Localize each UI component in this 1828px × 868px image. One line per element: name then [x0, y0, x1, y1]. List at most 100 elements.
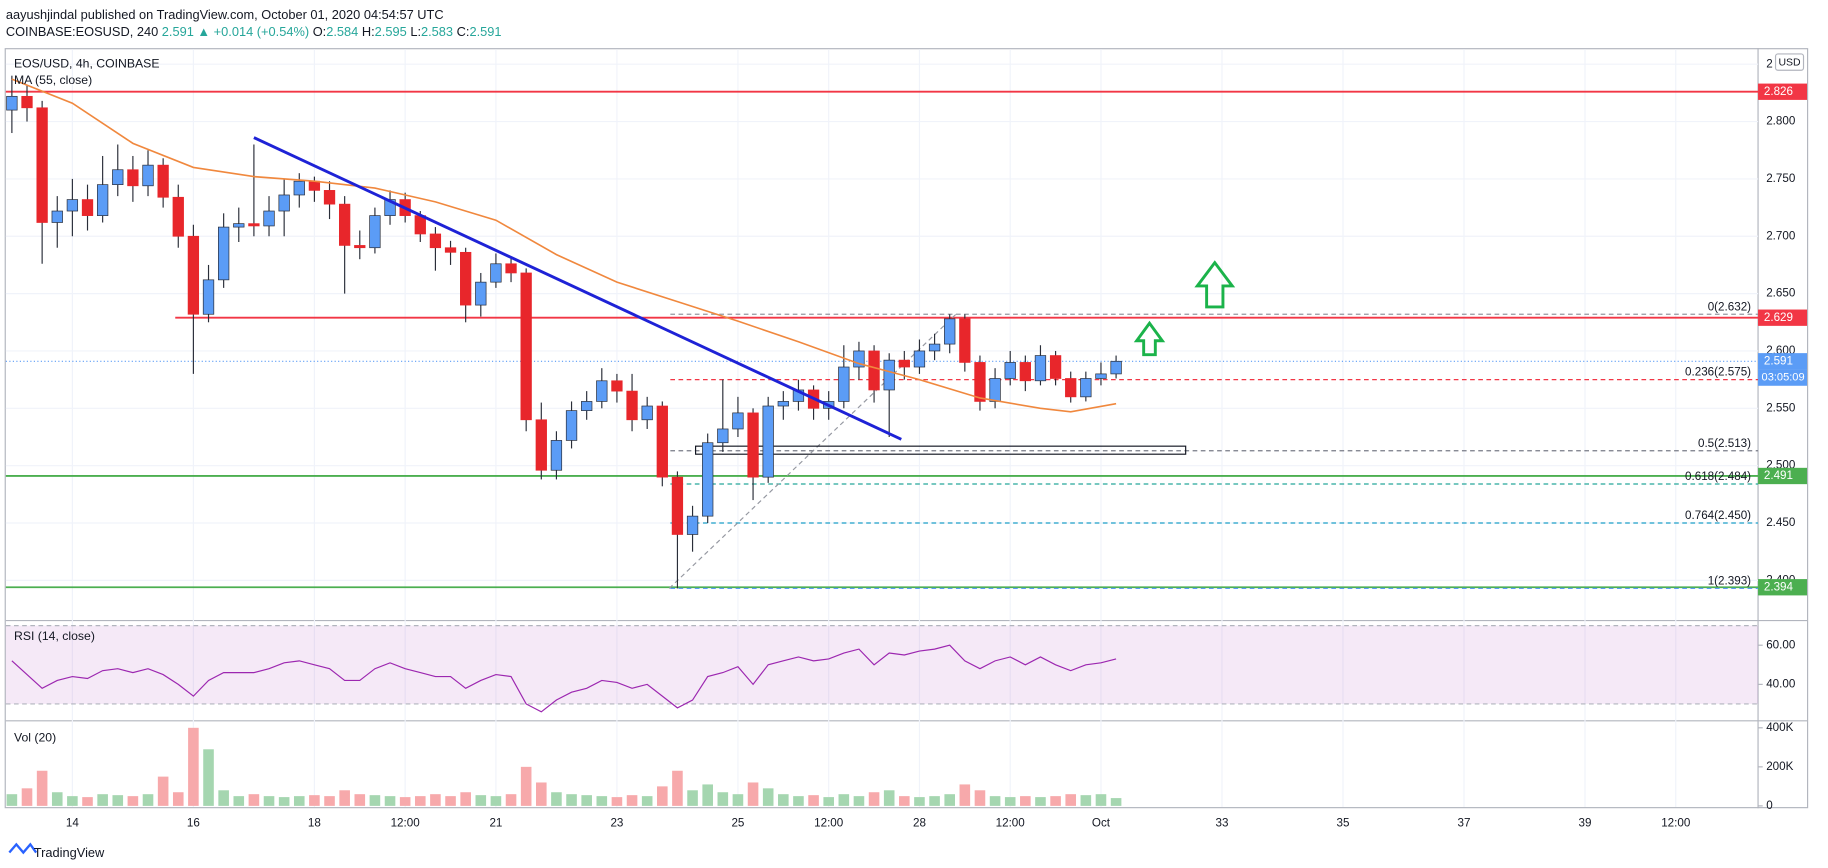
volume-bar [6, 794, 18, 806]
symbol: COINBASE:EOSUSD, 240 [6, 24, 158, 39]
candle-body [172, 196, 184, 237]
volume-bar [1110, 798, 1122, 806]
y-tick-label: 2.750 [1766, 172, 1796, 185]
volume-bar [51, 792, 63, 806]
y-tick-label: 2.800 [1766, 115, 1796, 128]
volume-bar [566, 794, 577, 806]
volume-bar [1095, 794, 1107, 806]
price-tag [1758, 83, 1808, 100]
volume-bar [687, 790, 698, 806]
symbol-line: COINBASE:EOSUSD, 240 2.591 ▲ +0.014 (+0.… [6, 24, 502, 39]
background [0, 3, 1828, 865]
volume-bar [1004, 797, 1016, 806]
volume-bar [97, 794, 108, 806]
price-tag-label: 2.591 [1764, 354, 1793, 367]
candle-body [202, 279, 215, 315]
candle-body [263, 210, 275, 227]
arrow-up [1133, 320, 1166, 357]
ma-legend: MA (55, close) [14, 73, 92, 87]
volume-bar [778, 794, 789, 806]
x-tick-label: 16 [187, 816, 200, 829]
volume-bar [127, 796, 139, 806]
volume-bar [914, 797, 925, 806]
volume-bar [929, 796, 940, 806]
candle-body [611, 380, 623, 392]
volume-bar [399, 797, 411, 806]
volume-bar [596, 796, 608, 806]
candle-body [838, 366, 850, 402]
last: 2.591 [162, 24, 194, 39]
candle-body [66, 199, 79, 212]
candle-body [928, 343, 941, 352]
volume-bar [21, 788, 33, 806]
candle-body [641, 405, 653, 421]
volume-bar [263, 796, 275, 806]
volume-bar [717, 792, 729, 806]
candle-body [127, 169, 139, 187]
x-tick-label: 35 [1337, 816, 1350, 829]
frame [4, 48, 1809, 809]
candle-body [490, 263, 502, 283]
volume-bar [899, 796, 910, 806]
volume-bar [339, 790, 350, 806]
vol-tick-label: 0 [1766, 799, 1773, 812]
candle-body [626, 390, 638, 421]
candle-body [187, 235, 200, 315]
volume-bar [490, 796, 502, 806]
brand-logo [8, 842, 38, 855]
volume-bar [702, 784, 713, 806]
candle-body [460, 251, 472, 306]
trendline [253, 136, 902, 441]
candle-body [6, 95, 18, 111]
volume-bar [445, 796, 456, 806]
candle-body [1095, 373, 1107, 379]
vol-tick-label: 200K [1766, 760, 1793, 773]
volume-bar [430, 794, 441, 806]
x-tick-label: 37 [1458, 816, 1471, 829]
candle-body [157, 164, 169, 198]
price-tag-label: 2.394 [1764, 580, 1794, 593]
candle-body [702, 442, 714, 517]
candle-body [323, 190, 336, 205]
candle-body [1034, 355, 1047, 382]
volume-bar [384, 796, 396, 806]
price-tag [1758, 579, 1808, 596]
volume-bar [959, 784, 971, 806]
rsi-tick-label: 40.00 [1766, 677, 1796, 690]
candle-body [913, 350, 926, 368]
candle-body [429, 233, 442, 249]
candle-body [974, 362, 986, 402]
vol-tick-label: 400K [1766, 721, 1793, 734]
volume-bar [944, 794, 955, 806]
candle-body [233, 223, 245, 228]
candle-body [1110, 360, 1122, 375]
volume-bar [989, 796, 1001, 806]
volume-bar [793, 796, 804, 806]
x-tick-label: 39 [1579, 816, 1592, 829]
fib-label: 0.618(2.484) [1685, 470, 1751, 483]
candle-body [369, 215, 381, 249]
candle-body [36, 107, 48, 223]
candle-body [550, 440, 563, 471]
candle-body [883, 359, 895, 391]
price-tag-label: 2.826 [1764, 85, 1793, 98]
o: 2.584 [326, 24, 358, 39]
zone-box [695, 445, 1187, 455]
rsi-line [11, 644, 1117, 713]
candle-body [717, 428, 729, 444]
fib-label: 0.236(2.575) [1685, 366, 1751, 379]
candle-body [444, 247, 457, 253]
volume-bar [883, 790, 895, 806]
chart-title: EOS/USD, 4h, COINBASE [14, 57, 160, 71]
x-tick-label: 28 [913, 816, 926, 829]
volume-bar [1035, 797, 1046, 806]
plot: 14 16 18 12:00 21 23 25 12:00 28 12:00 Oct 33 35 37 39… [5, 49, 1808, 829]
volume-bar [641, 796, 653, 806]
candle-body [308, 180, 321, 191]
candle-body [339, 203, 351, 246]
volume-bar [112, 795, 124, 806]
price-tag-label: 2.629 [1764, 311, 1793, 324]
l: 2.583 [421, 24, 453, 39]
volume-bar [657, 786, 668, 806]
